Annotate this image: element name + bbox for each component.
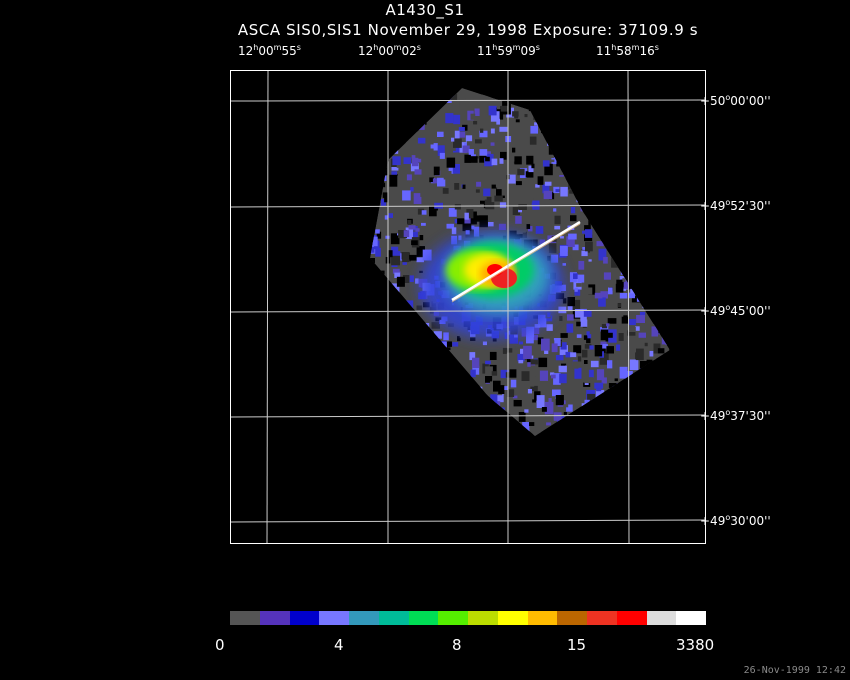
- colorbar-swatch: [438, 611, 468, 625]
- plot-frame: [230, 70, 706, 544]
- colorbar-swatch: [378, 611, 409, 625]
- chip-seam: [451, 220, 581, 302]
- colorbar-label: 8: [452, 636, 462, 654]
- colorbar-swatch: [616, 611, 647, 625]
- plot-title: A1430_S1: [385, 1, 465, 19]
- colorbar-swatch: [557, 611, 587, 625]
- ra-tick-label: 11h59m09s: [477, 43, 540, 59]
- dec-tick-label: +49o37'30'': [700, 408, 771, 424]
- ra-tick-label: 12h00m55s: [238, 43, 301, 59]
- colorbar-swatch: [408, 611, 439, 625]
- detector-field: [370, 88, 670, 436]
- colorbar-swatch: [587, 611, 617, 625]
- dec-tick-label: +49o52'30'': [700, 198, 771, 214]
- colorbar-swatch: [259, 611, 290, 625]
- dec-tick-label: +49o45'00'': [700, 303, 771, 319]
- colorbar-swatch: [676, 611, 706, 625]
- colorbar-label: 0: [215, 636, 225, 654]
- colorbar-swatch: [319, 611, 349, 625]
- colorbar-swatch: [497, 611, 528, 625]
- colorbar-label: 4: [334, 636, 344, 654]
- colorbar-swatch: [527, 611, 558, 625]
- dec-tick-label: +49o30'00'': [700, 513, 771, 529]
- dec-tick-label: +50o00'00'': [700, 93, 771, 109]
- colorbar-label: 3380: [676, 636, 715, 654]
- plot-subtitle: ASCA SIS0,SIS1 November 29, 1998 Exposur…: [237, 21, 699, 39]
- coordinate-grid: [230, 70, 706, 544]
- colorbar-swatch: [230, 611, 260, 625]
- colorbar: [230, 611, 706, 625]
- colorbar-swatch: [289, 611, 320, 625]
- xray-image-plot: [230, 70, 706, 544]
- ra-tick-label: 12h00m02s: [358, 43, 421, 59]
- colorbar-swatch: [468, 611, 498, 625]
- ra-tick-label: 11h58m16s: [596, 43, 659, 59]
- colorbar-swatch: [646, 611, 677, 625]
- colorbar-label: 15: [567, 636, 587, 654]
- timestamp: 26-Nov-1999 12:42: [743, 665, 846, 676]
- colorbar-swatch: [349, 611, 379, 625]
